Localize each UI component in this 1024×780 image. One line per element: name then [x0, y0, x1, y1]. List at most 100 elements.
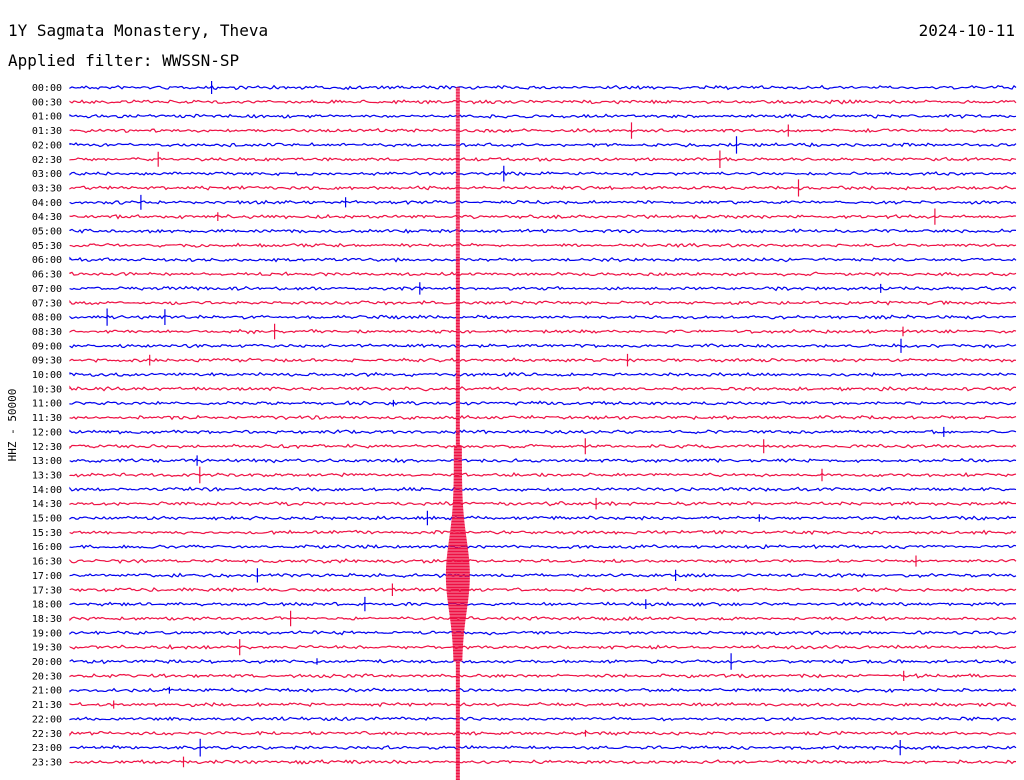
trace-row-00:30 [69, 99, 1017, 105]
trace-row-11:00 [69, 399, 1017, 407]
row-time-label: 12:30 [32, 442, 62, 453]
row-time-label: 01:00 [32, 112, 62, 123]
trace-row-03:00 [69, 165, 1017, 182]
row-time-label: 23:30 [32, 757, 62, 768]
main-earthquake-signal [445, 87, 470, 780]
trace-row-05:00 [69, 228, 1017, 234]
row-time-label: 13:00 [32, 456, 62, 467]
row-time-label: 06:00 [32, 255, 62, 266]
row-time-label: 17:00 [32, 571, 62, 582]
trace-row-15:30 [69, 529, 1017, 536]
trace-row-22:00 [69, 716, 1017, 722]
station-title: 1Y Sagmata Monastery, Theva [8, 21, 268, 40]
row-time-label: 12:00 [32, 427, 62, 438]
trace-row-09:30 [69, 353, 1017, 367]
trace-row-12:30 [69, 438, 1017, 455]
row-time-label: 00:00 [32, 83, 62, 94]
trace-row-01:00 [69, 113, 1017, 119]
trace-row-21:00 [69, 686, 1017, 694]
trace-row-19:00 [69, 630, 1017, 636]
trace-row-13:00 [69, 455, 1017, 466]
trace-row-07:30 [69, 299, 1017, 306]
date-label: 2024-10-11 [919, 21, 1015, 40]
row-time-label: 04:30 [32, 212, 62, 223]
trace-row-22:30 [69, 729, 1017, 737]
filter-label: Applied filter: WWSSN-SP [8, 51, 239, 70]
row-time-label: 07:00 [32, 284, 62, 295]
trace-row-11:30 [69, 414, 1017, 421]
row-time-label: 06:30 [32, 270, 62, 281]
row-time-label: 05:00 [32, 227, 62, 238]
trace-row-02:30 [69, 150, 1017, 168]
trace-row-12:00 [69, 426, 1017, 437]
row-time-label: 21:30 [32, 700, 62, 711]
row-time-label: 00:30 [32, 97, 62, 108]
trace-row-15:00 [69, 510, 1017, 526]
row-time-label: 10:00 [32, 370, 62, 381]
row-time-label: 11:30 [32, 413, 62, 424]
row-time-label: 03:00 [32, 169, 62, 180]
row-time-label: 09:00 [32, 341, 62, 352]
trace-row-08:00 [69, 308, 1017, 326]
row-time-label: 14:30 [32, 499, 62, 510]
row-time-label: 08:00 [32, 313, 62, 324]
row-time-label: 16:30 [32, 557, 62, 568]
trace-row-19:30 [69, 639, 1017, 656]
row-time-label: 11:00 [32, 399, 62, 410]
row-time-label: 08:30 [32, 327, 62, 338]
trace-row-23:30 [69, 756, 1017, 768]
trace-row-23:00 [69, 738, 1017, 757]
row-time-label: 02:30 [32, 155, 62, 166]
row-time-label: 15:00 [32, 514, 62, 525]
trace-row-02:00 [69, 136, 1017, 154]
row-time-label: 21:00 [32, 686, 62, 697]
row-time-label: 20:30 [32, 671, 62, 682]
y-axis-label: HHZ - 50000 [6, 389, 19, 462]
trace-row-21:30 [69, 700, 1017, 709]
trace-row-04:00 [69, 194, 1017, 210]
trace-row-03:30 [69, 179, 1017, 197]
trace-row-07:00 [69, 282, 1017, 295]
trace-row-13:30 [69, 466, 1017, 484]
row-time-label: 22:00 [32, 714, 62, 725]
row-time-label: 19:00 [32, 628, 62, 639]
trace-row-04:30 [69, 208, 1017, 225]
trace-row-17:00 [69, 568, 1017, 583]
row-time-label: 16:00 [32, 542, 62, 553]
trace-row-17:30 [69, 583, 1017, 596]
trace-row-16:30 [69, 555, 1017, 567]
row-time-label: 07:30 [32, 298, 62, 309]
trace-row-20:30 [69, 670, 1017, 681]
row-time-label: 01:30 [32, 126, 62, 137]
trace-row-18:30 [69, 610, 1017, 627]
trace-row-08:30 [69, 323, 1017, 340]
row-time-label: 10:30 [32, 384, 62, 395]
row-time-label: 09:30 [32, 356, 62, 367]
row-time-label: 13:30 [32, 470, 62, 481]
trace-row-10:00 [69, 371, 1017, 378]
row-time-label: 14:00 [32, 485, 62, 496]
row-time-label: 15:30 [32, 528, 62, 539]
trace-row-01:30 [69, 122, 1017, 139]
row-time-label: 18:00 [32, 600, 62, 611]
row-time-label: 20:00 [32, 657, 62, 668]
row-time-label: 23:00 [32, 743, 62, 754]
trace-row-00:00 [69, 81, 1017, 94]
trace-row-06:00 [69, 256, 1017, 263]
row-time-label: 04:00 [32, 198, 62, 209]
row-time-label: 05:30 [32, 241, 62, 252]
trace-row-14:00 [69, 486, 1017, 492]
row-time-label: 17:30 [32, 585, 62, 596]
row-time-label: 22:30 [32, 729, 62, 740]
trace-row-05:30 [69, 242, 1017, 248]
row-time-label: 03:30 [32, 183, 62, 194]
trace-row-06:30 [69, 271, 1017, 277]
row-time-label: 19:30 [32, 643, 62, 654]
trace-row-18:00 [69, 596, 1016, 612]
trace-rows: 00:00 00:30 01:00 01:30 02:00 02:30 03:00 03:30… [32, 81, 1017, 780]
trace-row-16:00 [69, 543, 1017, 550]
row-time-label: 18:30 [32, 614, 62, 625]
trace-row-14:30 [69, 497, 1017, 510]
trace-row-20:00 [69, 653, 1017, 670]
